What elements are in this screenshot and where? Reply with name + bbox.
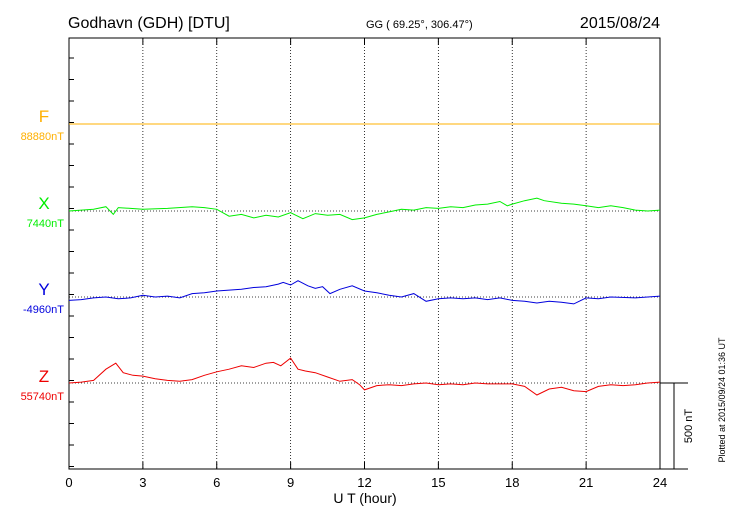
component-letter-z: Z — [39, 367, 49, 386]
x-tick-label-15: 15 — [431, 475, 445, 490]
component-labels: F 88880nT X 7440nT Y -4960nT Z 55740nT — [21, 107, 65, 403]
x-tick-label-18: 18 — [505, 475, 519, 490]
station-title: Godhavn (GDH) [DTU] — [68, 15, 230, 32]
component-letter-y: Y — [38, 280, 49, 299]
x-axis-label: U T (hour) — [333, 490, 396, 506]
x-tick-label-9: 9 — [287, 475, 294, 490]
baseline-value-y: -4960nT — [23, 304, 64, 316]
x-tick-label-0: 0 — [65, 475, 72, 490]
geo-coordinates: GG ( 69.25°, 306.47°) — [366, 19, 473, 31]
series-layer — [68, 123, 661, 396]
baseline-value-f: 88880nT — [21, 131, 65, 143]
component-letter-f: F — [39, 107, 49, 126]
series-line-x — [68, 197, 661, 221]
x-tick-label-24: 24 — [653, 475, 667, 490]
x-tick-label-12: 12 — [357, 475, 371, 490]
x-tick-label-21: 21 — [579, 475, 593, 490]
x-axis-ticks: 0 3 6 9 12 15 18 21 24 — [65, 38, 667, 490]
series-line-y — [68, 280, 661, 305]
scale-bar: 500 nT — [660, 382, 695, 470]
grid-layer — [142, 38, 587, 469]
component-letter-x: X — [38, 194, 49, 213]
baseline-value-z: 55740nT — [21, 391, 65, 403]
scale-bar-label: 500 nT — [683, 409, 695, 444]
x-tick-label-3: 3 — [139, 475, 146, 490]
x-tick-label-6: 6 — [213, 475, 220, 490]
series-line-z — [68, 357, 661, 396]
date-label: 2015/08/24 — [580, 15, 660, 32]
baseline-value-x: 7440nT — [27, 218, 65, 230]
plotted-timestamp: Plotted at 2015/09/24 01:36 UT — [717, 337, 727, 463]
